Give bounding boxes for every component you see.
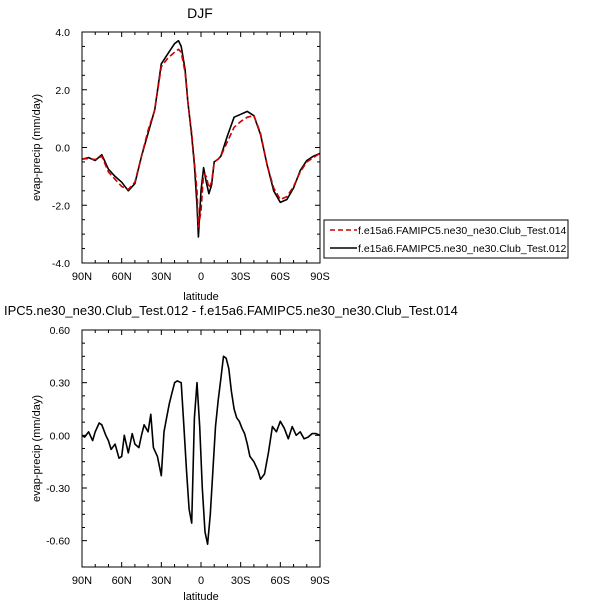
top-panel: DJF 90N 60N 30N 0 30S 60S 90S -4.0 -2.0 0.0 2.0 4.0… xyxy=(31,5,330,303)
top-series-group xyxy=(81,39,321,238)
top-chart-title: DJF xyxy=(187,5,213,21)
bottom-x-tick-label: 60N xyxy=(112,575,132,587)
top-y-tick-label: -2.0 xyxy=(52,200,70,212)
bottom-x-tick-label: 0 xyxy=(198,575,204,587)
top-series-line-1 xyxy=(81,48,321,228)
bottom-y-tick-label: 0.30 xyxy=(50,378,71,390)
top-x-tick-label: 0 xyxy=(198,271,204,283)
top-x-tick-label: 60S xyxy=(271,271,291,283)
bottom-axes: 90N 60N 30N 0 30S 60S 90S -0.60 -0.30 0.00 0.30 0.6… xyxy=(46,325,330,587)
bottom-y-axis-label: evap-precip (mm/day) xyxy=(31,395,43,502)
bottom-x-tick-label: 30S xyxy=(231,575,251,587)
top-y-tick-label: 2.0 xyxy=(55,85,70,97)
bottom-x-tick-label: 90N xyxy=(72,575,92,587)
bottom-x-tick-label: 60S xyxy=(271,575,291,587)
bottom-y-tick-label: -0.60 xyxy=(46,536,70,548)
top-x-tick-label: 90S xyxy=(310,271,330,283)
top-x-tick-label: 30S xyxy=(231,271,251,283)
bottom-x-tick-label: 30N xyxy=(151,575,171,587)
top-x-axis-label: latitude xyxy=(183,291,218,303)
top-x-tick-label: 90N xyxy=(72,271,92,283)
bottom-series-group xyxy=(81,355,321,546)
top-y-tick-label: 0.0 xyxy=(55,143,70,155)
legend-box xyxy=(323,219,569,259)
legend-label-series-1: f.e15a6.FAMIPC5.ne30_ne30.Club_Test.014 xyxy=(358,225,567,237)
bottom-y-tick-label: -0.30 xyxy=(46,483,70,495)
bottom-x-axis-label: latitude xyxy=(183,591,218,603)
bottom-chart-title: IPC5.ne30_ne30.Club_Test.012 - f.e15a6.F… xyxy=(4,303,458,318)
bottom-y-tick-label: 0.60 xyxy=(50,325,71,337)
bottom-x-tick-label: 90S xyxy=(310,575,330,587)
bottom-y-tick-label: 0.00 xyxy=(50,430,71,442)
bottom-series-line-1 xyxy=(81,355,321,546)
legend: f.e15a6.FAMIPC5.ne30_ne30.Club_Test.014 … xyxy=(323,219,569,259)
top-y-axis-label: evap-precip (mm/day) xyxy=(31,94,43,201)
top-y-tick-label: 4.0 xyxy=(55,27,70,39)
top-x-tick-label: 60N xyxy=(112,271,132,283)
legend-label-series-2: f.e15a6.FAMIPC5.ne30_ne30.Club_Test.012 xyxy=(358,243,567,255)
top-axes: 90N 60N 30N 0 30S 60S 90S -4.0 -2.0 0.0 2.0 4.0 xyxy=(52,27,330,283)
top-y-tick-label: -4.0 xyxy=(52,258,70,270)
top-plot-frame xyxy=(81,31,321,264)
bottom-panel: IPC5.ne30_ne30.Club_Test.012 - f.e15a6.F… xyxy=(4,303,458,603)
top-x-tick-label: 30N xyxy=(151,271,171,283)
